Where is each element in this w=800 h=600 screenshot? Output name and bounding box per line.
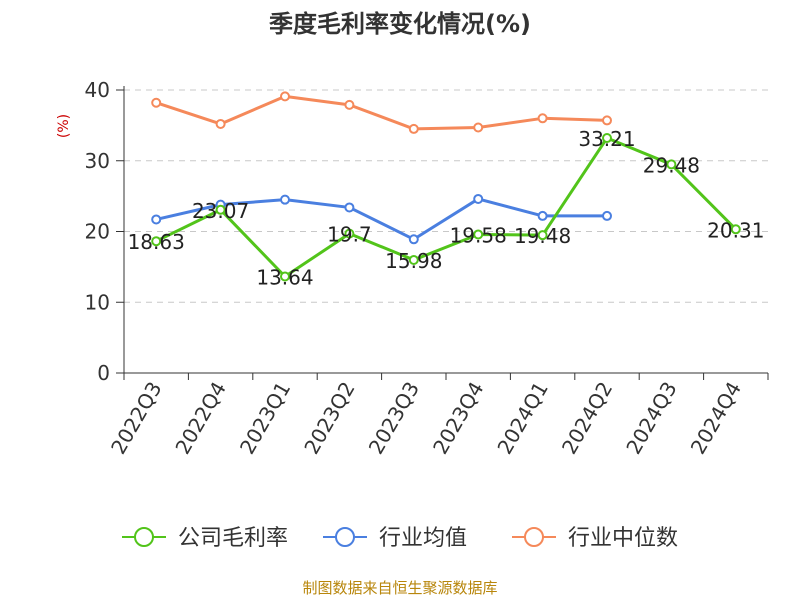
data-point: [602, 210, 612, 221]
series-line: [155, 136, 737, 278]
y-tick-label: 0: [97, 361, 110, 385]
data-label: 19.58: [450, 223, 507, 247]
data-point: [730, 224, 741, 235]
x-tick-label: 2023Q1: [235, 378, 295, 459]
y-tick-label: 10: [85, 290, 110, 314]
data-point: [602, 115, 612, 126]
series-layer: [151, 91, 741, 282]
data-point: [151, 236, 162, 247]
data-point: [215, 118, 226, 129]
data-point: [344, 202, 355, 213]
data-point: [280, 271, 290, 282]
data-point: [666, 159, 677, 170]
data-point: [215, 204, 226, 215]
x-tick-label: 2022Q3: [106, 378, 166, 459]
y-axis-label: (%): [56, 114, 72, 138]
data-point: [473, 193, 484, 204]
legend-swatch-marker: [524, 527, 544, 547]
y-tick-label: 20: [85, 220, 110, 244]
x-tick-label: 2024Q3: [621, 378, 681, 459]
y-tick-label: 40: [85, 78, 110, 102]
data-label: 13.64: [256, 265, 313, 289]
legend-swatch-marker: [335, 527, 355, 547]
legend-label: 行业均值: [379, 526, 467, 551]
legend-label: 公司毛利率: [178, 526, 288, 551]
x-tick-label: 2024Q4: [686, 378, 746, 459]
data-point: [344, 99, 355, 110]
grid-layer: [124, 89, 768, 303]
data-point: [151, 97, 162, 108]
data-label: 19.48: [514, 224, 571, 248]
data-point: [537, 210, 548, 221]
data-label: 20.31: [707, 218, 764, 242]
data-point: [344, 228, 355, 239]
series-line: [155, 197, 607, 241]
x-tick-label: 2024Q2: [557, 378, 617, 459]
legend-swatch-marker: [134, 527, 154, 547]
data-label: 33.21: [578, 127, 635, 151]
x-tick-label: 2022Q4: [170, 378, 230, 459]
x-tick-label: 2023Q4: [428, 378, 488, 459]
data-point: [151, 214, 162, 225]
data-point: [473, 229, 484, 240]
data-point: [408, 254, 419, 265]
data-point: [408, 123, 419, 134]
legend: 公司毛利率 行业均值 行业中位数: [122, 526, 678, 551]
x-tick-label: 2023Q2: [299, 378, 359, 459]
series-line: [155, 94, 608, 131]
data-point: [408, 234, 419, 245]
data-point: [602, 133, 612, 144]
legend-label: 行业中位数: [568, 526, 678, 551]
x-tick-label: 2024Q1: [492, 378, 552, 459]
data-point: [280, 194, 290, 205]
chart-title: 季度毛利率变化情况(%): [269, 10, 531, 38]
data-label: 19.7: [327, 223, 372, 247]
data-point: [537, 230, 548, 241]
data-point: [537, 113, 548, 124]
data-label: 23.07: [192, 199, 249, 223]
data-label: 15.98: [385, 249, 442, 273]
source-note: 制图数据来自恒生聚源数据库: [302, 579, 497, 597]
data-point: [280, 91, 290, 102]
y-tick-label: 30: [85, 149, 110, 173]
data-label-layer: 18.63 23.07 13.64 19.7 15.98 19.58 19.48 33.21 2…: [128, 127, 765, 289]
data-label: 18.63: [128, 230, 185, 254]
data-point: [473, 122, 484, 133]
data-label: 29.48: [643, 153, 700, 177]
x-tick-label: 2023Q3: [364, 378, 424, 459]
